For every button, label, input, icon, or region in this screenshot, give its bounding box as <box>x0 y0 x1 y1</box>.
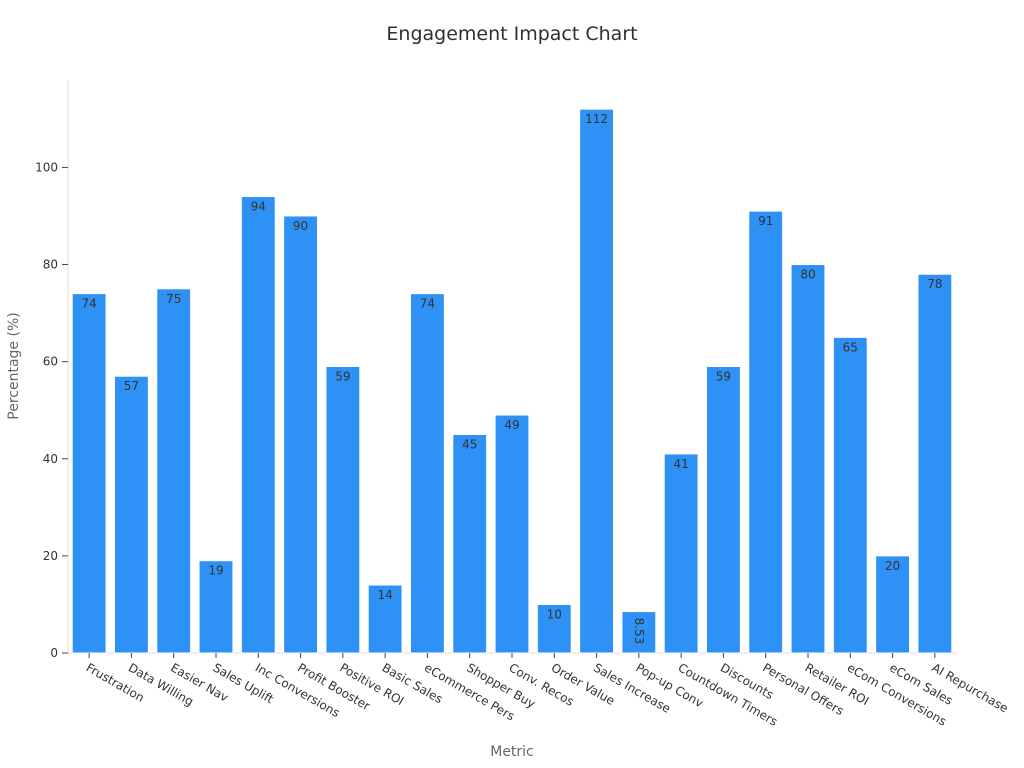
bar-value-label: 75 <box>166 292 181 306</box>
y-tick-label: 80 <box>43 258 58 272</box>
bar-value-label: 45 <box>462 437 477 451</box>
bar <box>494 414 530 654</box>
bar <box>240 196 276 654</box>
bar <box>114 375 149 654</box>
bar-value-label: 78 <box>927 277 942 291</box>
bar <box>71 293 107 654</box>
y-tick-label: 60 <box>43 355 58 369</box>
bar <box>156 288 192 654</box>
bar <box>198 560 234 654</box>
bar-value-label: 19 <box>208 564 223 578</box>
bar <box>325 366 361 654</box>
bar-value-label: 112 <box>585 112 608 126</box>
bar-value-label: 94 <box>251 200 266 214</box>
bar-value-label: 80 <box>800 268 815 282</box>
bar <box>748 210 784 654</box>
bar-value-label: 49 <box>504 418 519 432</box>
bar-value-label: 74 <box>420 297 435 311</box>
bar-value-label: 20 <box>885 559 900 573</box>
bar-value-label: 41 <box>674 457 689 471</box>
bar-value-label: 59 <box>716 370 731 384</box>
y-tick-label: 40 <box>43 452 58 466</box>
bar <box>790 264 826 654</box>
y-tick-label: 0 <box>50 646 58 660</box>
y-axis-ticks: 0 20 40 60 80 100 <box>35 160 68 660</box>
bar <box>875 555 910 654</box>
bar <box>621 611 657 654</box>
x-axis-title: Metric <box>490 744 534 760</box>
y-axis-title: Percentage (%) <box>6 312 22 419</box>
bars-group <box>71 108 953 654</box>
bar-value-label: 8.53 <box>632 618 646 645</box>
bar-value-label: 90 <box>293 219 308 233</box>
y-tick-label: 20 <box>43 549 58 563</box>
bar <box>579 108 614 654</box>
bar-value-label: 59 <box>335 370 350 384</box>
y-tick-label: 100 <box>35 160 58 174</box>
bar <box>832 336 868 654</box>
bar <box>917 273 953 654</box>
bar-value-label: 14 <box>378 588 393 602</box>
bar <box>452 433 488 654</box>
bar-value-label: 10 <box>547 607 562 621</box>
bar-value-labels: 74 57 75 19 94 90 59 14 74 45 49 10 112 8.53 41 59 91 80 6… <box>82 112 943 644</box>
bar-value-label: 74 <box>82 297 97 311</box>
bar <box>536 603 572 654</box>
bar-value-label: 57 <box>124 379 139 393</box>
bar <box>663 453 699 654</box>
bar <box>283 215 318 654</box>
bar <box>706 366 741 654</box>
bar-value-label: 65 <box>843 340 858 354</box>
bar-value-label: 91 <box>758 214 773 228</box>
bar <box>410 293 445 654</box>
chart-title: Engagement Impact Chart <box>386 23 637 45</box>
